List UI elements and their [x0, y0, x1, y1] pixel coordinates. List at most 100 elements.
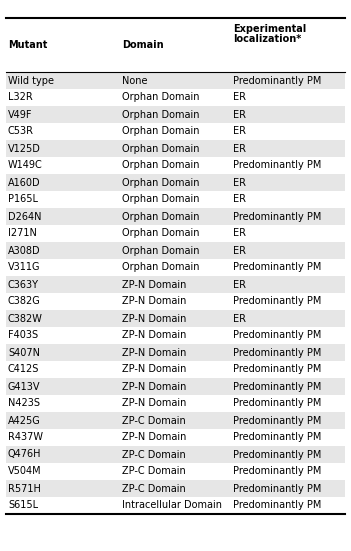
Text: ER: ER [233, 229, 246, 239]
Text: Experimental: Experimental [233, 24, 306, 34]
Text: C412S: C412S [8, 365, 39, 375]
Text: A308D: A308D [8, 246, 41, 256]
Bar [6, 174, 345, 191]
Bar [6, 157, 345, 174]
Text: ER: ER [233, 143, 246, 154]
Bar [6, 191, 345, 208]
Text: Predominantly PM: Predominantly PM [233, 296, 322, 306]
Text: ER: ER [233, 246, 246, 256]
Text: Predominantly PM: Predominantly PM [233, 160, 322, 170]
Bar [6, 123, 345, 140]
Text: Orphan Domain: Orphan Domain [122, 143, 199, 154]
Text: Q476H: Q476H [8, 450, 41, 460]
Bar [6, 310, 345, 327]
Bar [6, 225, 345, 242]
Bar [6, 429, 345, 446]
Text: G413V: G413V [8, 381, 40, 392]
Text: ZP-N Domain: ZP-N Domain [122, 381, 186, 392]
Text: W149C: W149C [8, 160, 43, 170]
Bar [6, 480, 345, 497]
Bar [6, 293, 345, 310]
Text: Predominantly PM: Predominantly PM [233, 331, 322, 341]
Text: Predominantly PM: Predominantly PM [233, 381, 322, 392]
Text: L32R: L32R [8, 93, 33, 102]
Text: Orphan Domain: Orphan Domain [122, 110, 199, 120]
Text: Predominantly PM: Predominantly PM [233, 450, 322, 460]
Text: F403S: F403S [8, 331, 38, 341]
Text: ZP-N Domain: ZP-N Domain [122, 331, 186, 341]
Text: S407N: S407N [8, 348, 40, 358]
Text: Predominantly PM: Predominantly PM [233, 348, 322, 358]
Text: Predominantly PM: Predominantly PM [233, 398, 322, 408]
Text: Orphan Domain: Orphan Domain [122, 177, 199, 187]
Bar [6, 412, 345, 429]
Text: R571H: R571H [8, 483, 41, 494]
Text: C53R: C53R [8, 127, 34, 137]
Text: Predominantly PM: Predominantly PM [233, 415, 322, 425]
Text: ZP-C Domain: ZP-C Domain [122, 467, 186, 477]
Text: I271N: I271N [8, 229, 37, 239]
Text: ZP-N Domain: ZP-N Domain [122, 279, 186, 289]
Text: ZP-N Domain: ZP-N Domain [122, 314, 186, 323]
Bar [6, 259, 345, 276]
Text: ZP-N Domain: ZP-N Domain [122, 348, 186, 358]
Text: A425G: A425G [8, 415, 41, 425]
Text: A160D: A160D [8, 177, 41, 187]
Text: Predominantly PM: Predominantly PM [233, 433, 322, 442]
Text: V49F: V49F [8, 110, 33, 120]
Text: ER: ER [233, 127, 246, 137]
Text: Predominantly PM: Predominantly PM [233, 467, 322, 477]
Bar [6, 446, 345, 463]
Bar [6, 89, 345, 106]
Text: Wild type: Wild type [8, 75, 54, 85]
Bar [6, 276, 345, 293]
Text: ER: ER [233, 279, 246, 289]
Text: Predominantly PM: Predominantly PM [233, 500, 322, 510]
Text: R437W: R437W [8, 433, 43, 442]
Text: Predominantly PM: Predominantly PM [233, 365, 322, 375]
Text: ZP-N Domain: ZP-N Domain [122, 398, 186, 408]
Bar [6, 242, 345, 259]
Text: ZP-C Domain: ZP-C Domain [122, 483, 186, 494]
Text: Predominantly PM: Predominantly PM [233, 483, 322, 494]
Text: Domain: Domain [122, 40, 164, 50]
Bar [6, 140, 345, 157]
Text: V311G: V311G [8, 262, 40, 273]
Text: Intracellular Domain: Intracellular Domain [122, 500, 222, 510]
Text: Orphan Domain: Orphan Domain [122, 127, 199, 137]
Text: None: None [122, 75, 147, 85]
Bar [6, 361, 345, 378]
Text: P165L: P165L [8, 195, 38, 204]
Text: Orphan Domain: Orphan Domain [122, 93, 199, 102]
Text: Predominantly PM: Predominantly PM [233, 212, 322, 222]
Text: Orphan Domain: Orphan Domain [122, 262, 199, 273]
Bar [6, 395, 345, 412]
Text: Orphan Domain: Orphan Domain [122, 246, 199, 256]
Text: Predominantly PM: Predominantly PM [233, 262, 322, 273]
Bar [6, 463, 345, 480]
Text: ZP-N Domain: ZP-N Domain [122, 433, 186, 442]
Text: C363Y: C363Y [8, 279, 39, 289]
Text: ER: ER [233, 195, 246, 204]
Text: Mutant: Mutant [8, 40, 47, 50]
Bar [6, 72, 345, 89]
Text: V504M: V504M [8, 467, 42, 477]
Text: ZP-N Domain: ZP-N Domain [122, 296, 186, 306]
Text: ER: ER [233, 93, 246, 102]
Text: ER: ER [233, 110, 246, 120]
Bar [6, 497, 345, 514]
Bar [6, 106, 345, 123]
Text: ER: ER [233, 177, 246, 187]
Text: C382W: C382W [8, 314, 43, 323]
Bar [6, 327, 345, 344]
Text: N423S: N423S [8, 398, 40, 408]
Text: ZP-N Domain: ZP-N Domain [122, 365, 186, 375]
Text: Orphan Domain: Orphan Domain [122, 212, 199, 222]
Text: Orphan Domain: Orphan Domain [122, 195, 199, 204]
Text: D264N: D264N [8, 212, 41, 222]
Text: S615L: S615L [8, 500, 38, 510]
Text: Orphan Domain: Orphan Domain [122, 229, 199, 239]
Text: localization*: localization* [233, 34, 301, 44]
Text: ZP-C Domain: ZP-C Domain [122, 415, 186, 425]
Bar [6, 378, 345, 395]
